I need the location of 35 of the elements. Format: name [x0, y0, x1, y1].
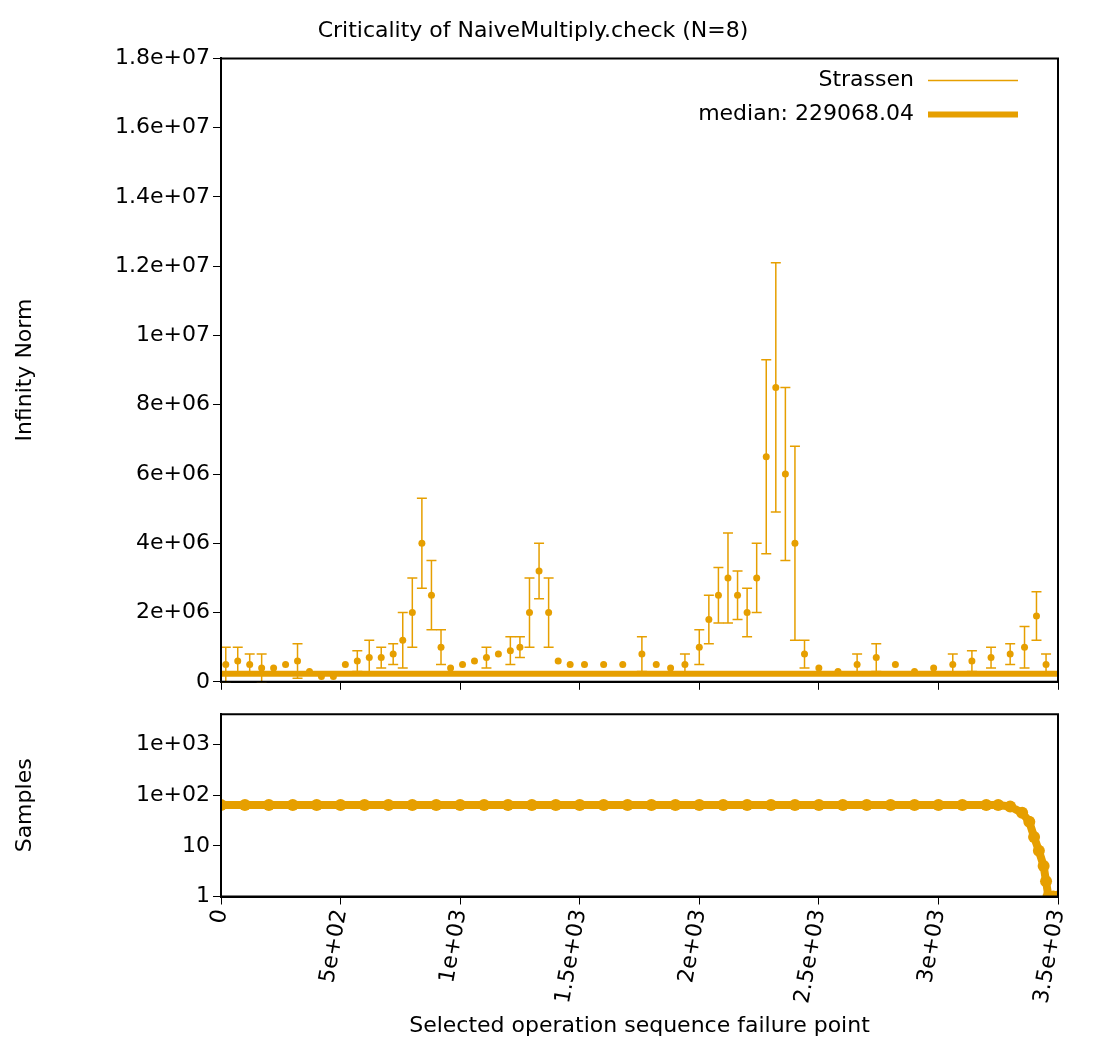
legend-label: median: 229068.04: [698, 100, 914, 126]
y-tick-label: 1.2e+07: [115, 251, 210, 277]
y-tick-label: 1.4e+07: [115, 182, 210, 208]
y-tick-label: 0: [196, 667, 210, 693]
y-axis-title: Samples: [10, 758, 36, 853]
point: [1032, 844, 1045, 857]
chart-title: Criticality of NaiveMultiply.check (N=8): [317, 16, 749, 42]
y-tick-label: 1e+03: [136, 730, 210, 756]
x-tick-label: 1e+03: [433, 907, 471, 985]
x-tick-label: 2.5e+03: [788, 907, 830, 1006]
point: [1004, 800, 1017, 813]
point: [1016, 806, 1029, 819]
y-tick-label: 8e+06: [136, 390, 210, 416]
x-axis-title: Selected operation sequence failure point: [409, 1011, 871, 1037]
x-tick-label: 1.5e+03: [549, 907, 591, 1006]
y-tick-label: 4e+06: [136, 528, 210, 554]
x-tick-label: 2e+03: [672, 907, 710, 985]
y-axis-title: Infinity Norm: [10, 298, 36, 442]
y-tick-label: 1e+07: [136, 321, 210, 347]
point: [1028, 830, 1041, 843]
y-tick-label: 6e+06: [136, 459, 210, 485]
x-tick-label: 3.5e+03: [1027, 907, 1069, 1006]
legend-label: Strassen: [818, 66, 914, 92]
y-tick-label: 1: [196, 882, 210, 908]
point: [1040, 875, 1053, 888]
y-tick-label: 1.8e+07: [115, 44, 210, 70]
point: [1023, 815, 1036, 828]
y-tick-label: 1e+02: [136, 781, 210, 806]
point: [1037, 860, 1050, 873]
y-tick-label: 10: [182, 831, 210, 857]
x-tick-label: 5e+02: [313, 907, 352, 985]
x-tick-label: 3e+03: [911, 907, 949, 985]
point: [992, 799, 1005, 812]
y-tick-label: 2e+06: [136, 598, 210, 624]
y-tick-label: 1.6e+07: [115, 113, 210, 139]
